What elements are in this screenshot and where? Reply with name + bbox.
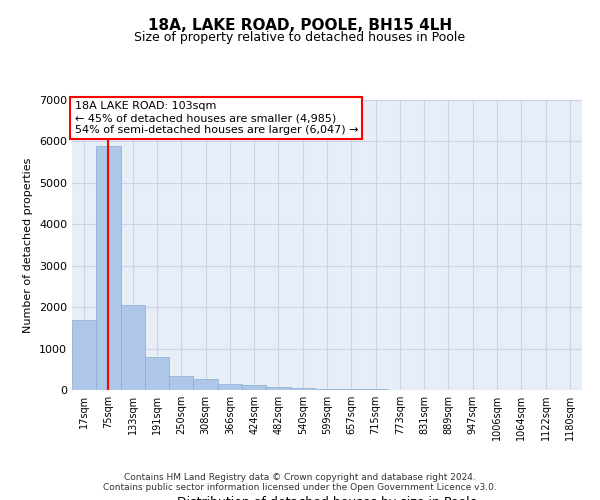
Bar (290, 388, 315, 390)
Bar (121, 305, 145, 390)
Bar (266, 386, 290, 390)
Bar (72, 320, 96, 390)
Bar (242, 385, 266, 390)
Bar (145, 357, 169, 390)
Bar (193, 379, 218, 390)
Bar (218, 384, 242, 390)
Text: 18A, LAKE ROAD, POOLE, BH15 4LH: 18A, LAKE ROAD, POOLE, BH15 4LH (148, 18, 452, 32)
Bar (315, 389, 339, 390)
Text: Contains HM Land Registry data © Crown copyright and database right 2024.
Contai: Contains HM Land Registry data © Crown c… (103, 473, 497, 492)
Bar (339, 389, 364, 390)
Bar (96, 146, 121, 390)
Text: Size of property relative to detached houses in Poole: Size of property relative to detached ho… (134, 31, 466, 44)
Bar (169, 376, 193, 390)
Y-axis label: Number of detached properties: Number of detached properties (23, 158, 34, 332)
X-axis label: Distribution of detached houses by size in Poole: Distribution of detached houses by size … (177, 496, 477, 500)
Text: 18A LAKE ROAD: 103sqm
← 45% of detached houses are smaller (4,985)
54% of semi-d: 18A LAKE ROAD: 103sqm ← 45% of detached … (74, 102, 358, 134)
